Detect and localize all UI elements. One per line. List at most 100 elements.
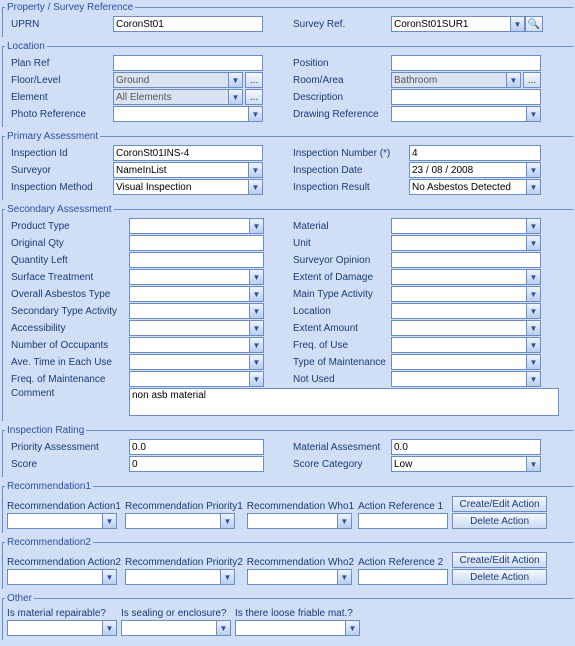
chevron-down-icon: ▼ (526, 107, 540, 121)
loc-select[interactable]: ▼ (391, 303, 541, 319)
inspection-date-input[interactable]: 23 / 08 / 2008▼ (409, 162, 541, 178)
access-select[interactable]: ▼ (129, 320, 264, 336)
chevron-down-icon: ▼ (526, 304, 540, 318)
chevron-down-icon: ▼ (249, 338, 263, 352)
chevron-down-icon: ▼ (249, 304, 263, 318)
qleft-input[interactable] (129, 252, 264, 268)
inspection-date-label: Inspection Date (289, 165, 407, 176)
product-select[interactable]: ▼ (129, 218, 264, 234)
inspection-number-input[interactable] (409, 145, 541, 161)
inspection-number-label: Inspection Number (*) (289, 148, 407, 159)
description-label: Description (289, 92, 389, 103)
comment-input[interactable] (129, 388, 559, 416)
score-category-select[interactable]: Low▼ (391, 456, 541, 472)
product-label: Product Type (7, 221, 127, 232)
score-label: Score (7, 459, 127, 470)
inspection-method-select[interactable]: Visual Inspection▼ (113, 179, 263, 195)
recommendation2-legend: Recommendation2 (5, 537, 93, 548)
oqty-input[interactable] (129, 235, 264, 251)
priority-assessment-label: Priority Assessment (7, 442, 127, 453)
maintype-select[interactable]: ▼ (391, 286, 541, 302)
floor-select: Ground▼ (113, 72, 243, 88)
element-browse-button[interactable]: ... (245, 89, 263, 105)
room-browse-button[interactable]: ... (523, 72, 541, 88)
location-group: Location Plan Ref Position Floor/Level G… (2, 41, 573, 127)
avetime-select[interactable]: ▼ (129, 354, 264, 370)
ellipsis-icon: ... (528, 75, 536, 86)
rec1-action-select[interactable]: ▼ (7, 513, 117, 529)
extent-select[interactable]: ▼ (391, 269, 541, 285)
repairable-label: Is material repairable? (7, 608, 117, 620)
rec2-create-edit-button[interactable]: Create/Edit Action (452, 552, 547, 568)
freq-select[interactable]: ▼ (391, 337, 541, 353)
chevron-down-icon: ▼ (248, 180, 262, 194)
drawing-ref-select[interactable]: ▼ (391, 106, 541, 122)
sealing-select[interactable]: ▼ (121, 620, 231, 636)
surveyor-select[interactable]: NameInList▼ (113, 162, 263, 178)
repairable-select[interactable]: ▼ (7, 620, 117, 636)
oqty-label: Original Qty (7, 238, 127, 249)
chevron-down-icon: ▼ (526, 372, 540, 386)
survey-ref-select[interactable]: CoronSt01SUR1 ▼ (391, 16, 525, 32)
floor-browse-button[interactable]: ... (245, 72, 263, 88)
floor-label: Floor/Level (7, 75, 111, 86)
chevron-down-icon: ▼ (337, 514, 351, 528)
inspection-result-select[interactable]: No Asbestos Detected▼ (409, 179, 541, 195)
chevron-down-icon: ▼ (526, 321, 540, 335)
rec1-delete-button[interactable]: Delete Action (452, 513, 547, 529)
unit-select[interactable]: ▼ (391, 235, 541, 251)
friable-select[interactable]: ▼ (235, 620, 360, 636)
rec2-delete-button[interactable]: Delete Action (452, 569, 547, 585)
inspection-id-input[interactable] (113, 145, 263, 161)
description-input[interactable] (391, 89, 541, 105)
surface-select[interactable]: ▼ (129, 269, 264, 285)
rec1-ref-label: Action Reference 1 (358, 501, 448, 513)
rec1-create-edit-button[interactable]: Create/Edit Action (452, 496, 547, 512)
chevron-down-icon: ▼ (102, 514, 116, 528)
sectype-select[interactable]: ▼ (129, 303, 264, 319)
priority-assessment-input[interactable] (129, 439, 264, 455)
chevron-down-icon: ▼ (228, 90, 242, 104)
inspection-id-label: Inspection Id (7, 148, 111, 159)
chevron-down-icon: ▼ (102, 570, 116, 584)
chevron-down-icon: ▼ (228, 73, 242, 87)
secondary-assessment-legend: Secondary Assessment (5, 204, 114, 215)
occ-select[interactable]: ▼ (129, 337, 264, 353)
primary-assessment-legend: Primary Assessment (5, 131, 100, 142)
rec2-who-select[interactable]: ▼ (247, 569, 352, 585)
tmaint-select[interactable]: ▼ (391, 354, 541, 370)
recommendation2-group: Recommendation2 Recommendation Action2 ▼… (2, 537, 573, 589)
rec1-ref-input[interactable] (358, 513, 448, 529)
notused-select[interactable]: ▼ (391, 371, 541, 387)
rec2-action-select[interactable]: ▼ (7, 569, 117, 585)
survey-ref-label: Survey Ref. (289, 19, 389, 30)
chevron-down-icon: ▼ (526, 355, 540, 369)
uprn-input[interactable] (113, 16, 263, 32)
notused-label: Not Used (289, 374, 389, 385)
chevron-down-icon: ▼ (526, 163, 540, 177)
fmaint-select[interactable]: ▼ (129, 371, 264, 387)
property-survey-legend: Property / Survey Reference (5, 2, 135, 13)
score-input[interactable] (129, 456, 264, 472)
material-assessment-input[interactable] (391, 439, 541, 455)
rec1-who-select[interactable]: ▼ (247, 513, 352, 529)
position-input[interactable] (391, 55, 541, 71)
opinion-input[interactable] (391, 252, 541, 268)
search-icon: 🔍 (528, 19, 540, 30)
rec1-priority-select[interactable]: ▼ (125, 513, 235, 529)
chevron-down-icon: ▼ (526, 180, 540, 194)
rec2-ref-input[interactable] (358, 569, 448, 585)
extent-label: Extent of Damage (289, 272, 389, 283)
unit-label: Unit (289, 238, 389, 249)
inspection-method-label: Inspection Method (7, 182, 111, 193)
photo-ref-select[interactable]: ▼ (113, 106, 263, 122)
ellipsis-icon: ... (250, 92, 258, 103)
rec2-priority-select[interactable]: ▼ (125, 569, 235, 585)
material-select[interactable]: ▼ (391, 218, 541, 234)
plan-ref-label: Plan Ref (7, 58, 111, 69)
overall-select[interactable]: ▼ (129, 286, 264, 302)
plan-ref-input[interactable] (113, 55, 263, 71)
survey-ref-search-button[interactable]: 🔍 (525, 16, 543, 32)
extamt-select[interactable]: ▼ (391, 320, 541, 336)
chevron-down-icon: ▼ (248, 107, 262, 121)
